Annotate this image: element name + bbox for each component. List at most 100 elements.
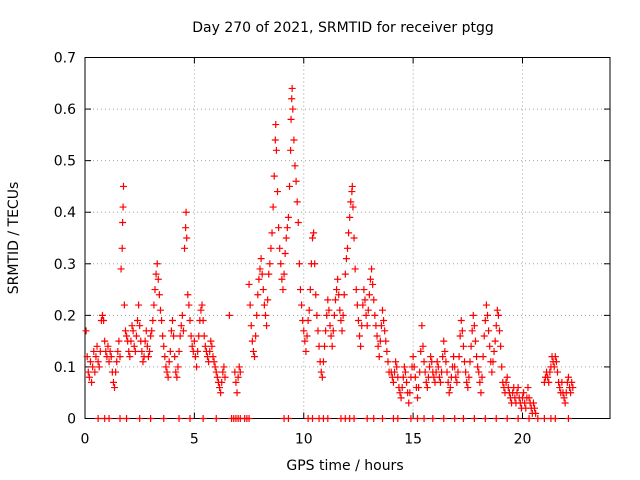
data-point xyxy=(379,415,386,422)
data-point xyxy=(147,332,155,340)
data-point xyxy=(178,311,186,319)
data-point xyxy=(160,415,168,422)
data-point xyxy=(256,265,264,273)
y-tick-label: 0.4 xyxy=(54,205,76,221)
data-point xyxy=(442,358,450,366)
data-point xyxy=(491,337,499,345)
data-point xyxy=(182,208,190,216)
data-point xyxy=(125,347,133,355)
data-point xyxy=(100,317,108,325)
data-point xyxy=(173,373,181,381)
data-points xyxy=(82,84,577,422)
data-point xyxy=(525,415,533,422)
data-point xyxy=(179,327,187,335)
data-point xyxy=(409,353,417,361)
data-point xyxy=(317,368,325,376)
data-point xyxy=(209,353,217,361)
data-point xyxy=(169,317,176,325)
data-point xyxy=(485,327,493,335)
data-point xyxy=(165,358,173,366)
data-point xyxy=(325,306,333,314)
data-point xyxy=(321,342,329,350)
data-point xyxy=(498,363,506,371)
data-point xyxy=(414,394,421,402)
data-point xyxy=(113,358,121,366)
data-point xyxy=(328,342,336,350)
data-point xyxy=(270,172,278,180)
data-point xyxy=(334,275,342,283)
data-point xyxy=(360,286,368,294)
data-point xyxy=(322,327,330,335)
data-point xyxy=(350,234,358,242)
data-point xyxy=(247,322,255,330)
data-point xyxy=(357,342,365,350)
data-point xyxy=(266,260,274,268)
data-point xyxy=(380,317,388,325)
data-point xyxy=(130,342,138,350)
data-point xyxy=(492,322,500,330)
data-point xyxy=(419,342,427,350)
data-point xyxy=(278,275,286,283)
x-tick-label: 15 xyxy=(404,432,422,448)
data-point xyxy=(532,409,540,417)
data-point xyxy=(128,322,136,330)
data-point xyxy=(312,291,320,299)
data-point xyxy=(348,182,356,190)
data-point xyxy=(254,291,262,299)
data-point xyxy=(111,384,119,392)
data-point xyxy=(466,358,474,366)
x-tick-label: 5 xyxy=(190,432,199,448)
data-point xyxy=(287,146,295,154)
data-point xyxy=(252,332,260,340)
data-point xyxy=(99,311,106,319)
data-point xyxy=(433,358,441,366)
data-point xyxy=(151,286,159,294)
data-point xyxy=(462,368,470,376)
data-point xyxy=(141,337,149,345)
data-point xyxy=(88,378,96,386)
data-point xyxy=(117,265,125,273)
data-point xyxy=(456,332,464,340)
data-point xyxy=(389,378,397,386)
data-point xyxy=(149,317,157,325)
data-point xyxy=(138,347,146,355)
data-point xyxy=(233,389,241,397)
data-point xyxy=(248,337,256,345)
data-point xyxy=(525,394,533,402)
data-point xyxy=(481,415,489,422)
data-point xyxy=(107,353,115,361)
data-point xyxy=(544,373,552,381)
data-point xyxy=(190,337,198,345)
data-point xyxy=(212,368,220,376)
data-point xyxy=(410,363,418,371)
data-point xyxy=(163,368,171,376)
data-point xyxy=(309,415,316,422)
data-point xyxy=(468,327,476,335)
data-point xyxy=(197,306,205,314)
data-point xyxy=(283,224,291,232)
data-point xyxy=(383,347,391,355)
data-point xyxy=(293,198,301,206)
data-point xyxy=(375,353,383,361)
data-point xyxy=(136,322,144,330)
data-point xyxy=(554,368,561,376)
data-point xyxy=(182,224,190,232)
data-point xyxy=(457,317,465,325)
data-point xyxy=(115,337,123,345)
data-point xyxy=(126,353,134,361)
data-point xyxy=(154,275,162,283)
data-point xyxy=(459,415,467,422)
data-point xyxy=(268,229,276,237)
data-point xyxy=(568,378,576,386)
data-point xyxy=(114,347,122,355)
data-point xyxy=(172,368,180,376)
data-point xyxy=(201,342,209,350)
data-point xyxy=(200,332,208,340)
data-point xyxy=(191,353,199,361)
data-point xyxy=(253,311,261,319)
data-point xyxy=(454,368,462,376)
data-point xyxy=(184,291,192,299)
data-point xyxy=(373,332,381,340)
data-point xyxy=(106,347,114,355)
data-point xyxy=(121,327,129,335)
